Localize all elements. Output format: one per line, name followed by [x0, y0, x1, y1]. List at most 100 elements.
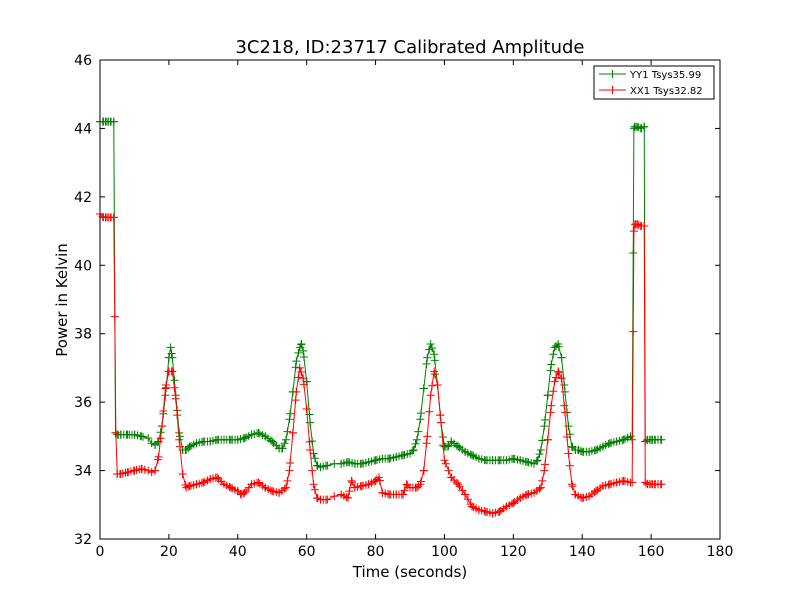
data-point	[441, 459, 450, 468]
data-point	[347, 476, 356, 485]
data-point	[130, 466, 139, 475]
data-point	[535, 450, 544, 459]
data-point	[481, 456, 490, 465]
data-point	[495, 456, 504, 465]
data-point	[240, 434, 249, 443]
data-point	[458, 486, 467, 495]
data-point	[488, 456, 497, 465]
data-point	[199, 437, 208, 446]
data-point	[342, 493, 351, 502]
data-point	[292, 357, 301, 366]
data-point	[444, 466, 453, 475]
data-point	[344, 493, 352, 502]
data-point	[109, 213, 118, 222]
data-point	[417, 409, 426, 418]
data-point	[428, 344, 437, 353]
data-point	[185, 481, 194, 490]
data-point	[192, 439, 201, 448]
data-point	[178, 469, 187, 478]
data-point	[463, 495, 472, 504]
data-point	[144, 466, 153, 475]
data-point	[454, 480, 463, 489]
data-point	[571, 490, 580, 499]
data-point	[612, 478, 621, 487]
data-point	[171, 394, 180, 403]
data-point	[175, 432, 184, 441]
data-point	[546, 366, 555, 375]
data-point	[233, 435, 242, 444]
data-point	[299, 374, 308, 383]
data-point	[598, 481, 607, 490]
data-point	[291, 363, 300, 372]
data-point	[378, 488, 387, 497]
data-point	[371, 456, 380, 465]
data-point	[619, 435, 628, 444]
data-point	[286, 459, 295, 468]
data-point	[585, 447, 594, 456]
data-point	[422, 359, 431, 368]
data-point	[516, 456, 525, 465]
data-point	[159, 407, 168, 416]
data-point	[509, 499, 518, 508]
data-point	[629, 248, 638, 257]
data-point	[567, 480, 576, 489]
data-point	[371, 476, 380, 485]
data-point	[657, 480, 666, 489]
data-point	[175, 435, 184, 444]
data-point	[392, 490, 401, 499]
data-point	[275, 488, 284, 497]
data-point	[523, 458, 532, 467]
data-point	[254, 428, 263, 437]
data-point	[547, 360, 556, 369]
data-point	[628, 478, 637, 487]
data-point	[585, 492, 594, 501]
data-point	[605, 439, 614, 448]
data-point	[158, 422, 166, 431]
data-point	[392, 452, 401, 461]
data-point	[285, 466, 294, 475]
data-point	[116, 430, 125, 439]
x-tick-label: 0	[96, 544, 105, 560]
data-point	[151, 440, 160, 449]
data-point	[316, 463, 325, 472]
data-point	[541, 415, 550, 424]
data-point	[636, 124, 645, 133]
data-point	[425, 407, 434, 416]
y-axis-label: Power in Kelvin	[53, 243, 71, 357]
data-point	[294, 373, 303, 382]
y-tick-label: 44	[74, 121, 92, 137]
data-point	[345, 487, 354, 496]
data-point	[563, 433, 572, 442]
data-point	[640, 221, 649, 230]
data-point	[419, 466, 428, 475]
data-point	[426, 391, 435, 400]
data-point	[561, 408, 569, 417]
data-point	[430, 367, 439, 376]
data-point	[538, 436, 547, 445]
data-point	[523, 490, 532, 499]
x-tick-label: 120	[500, 544, 527, 560]
data-point	[344, 458, 352, 467]
data-point	[540, 422, 549, 431]
data-point	[313, 493, 321, 502]
data-point	[629, 327, 638, 336]
data-point	[247, 430, 256, 439]
series-markers-1	[96, 209, 666, 518]
data-point	[286, 409, 295, 418]
data-point	[137, 432, 146, 441]
data-point	[316, 495, 325, 504]
data-point	[173, 411, 182, 420]
data-point	[565, 461, 574, 470]
legend-marker-1	[608, 86, 617, 94]
data-point	[357, 481, 366, 490]
data-point	[111, 428, 120, 437]
x-tick-label: 40	[229, 544, 247, 560]
data-point	[626, 432, 635, 441]
data-point	[633, 122, 642, 131]
legend-label-yy1: YY1 Tsys35.99	[629, 70, 701, 81]
data-point	[295, 363, 304, 372]
data-point	[633, 220, 642, 229]
data-point	[309, 480, 318, 489]
